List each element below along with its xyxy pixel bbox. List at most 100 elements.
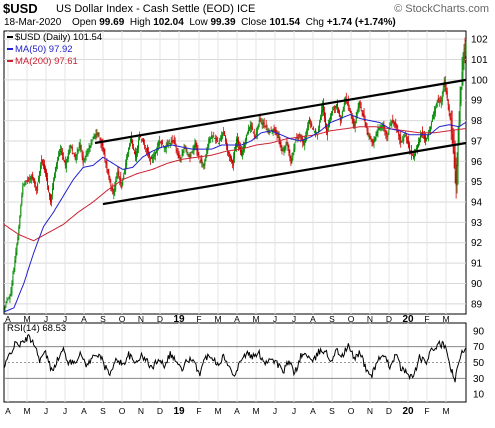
rsi-x-label-0: A [5, 406, 11, 416]
price-candle [175, 143, 177, 154]
price-x-label-23: M [442, 314, 449, 324]
price-candle [291, 152, 293, 164]
brand-watermark: © StockCharts.com [394, 3, 489, 15]
candle-body [247, 129, 249, 134]
candle-body [419, 135, 421, 139]
price-candle [49, 192, 51, 201]
price-candle [144, 144, 146, 153]
candle-body [39, 171, 41, 178]
candle-body [446, 91, 448, 99]
candle-body [26, 181, 28, 183]
candle-body [117, 171, 119, 176]
price-candle [128, 147, 130, 158]
price-candle [452, 127, 454, 154]
candle-body [148, 153, 150, 157]
candle-body [219, 140, 221, 142]
price-candle [346, 101, 348, 106]
price-candle [447, 98, 449, 111]
legend-ma200-swatch [7, 60, 13, 62]
candle-body [394, 121, 396, 126]
candle-body [190, 154, 192, 157]
candle-body [166, 143, 168, 146]
rsi-x-label-23: M [442, 406, 449, 416]
price-candle [174, 137, 176, 147]
price-candle [323, 98, 325, 116]
price-candle [337, 107, 339, 114]
candle-body [186, 152, 188, 153]
price-candle [143, 139, 145, 150]
price-candle [265, 119, 267, 131]
candle-body [229, 154, 231, 157]
price-candle [229, 151, 231, 162]
price-candle [425, 137, 427, 142]
price-candle [382, 122, 384, 131]
candle-body [164, 146, 166, 149]
price-candle [66, 156, 68, 163]
high-label: High [129, 17, 151, 28]
price-candle [282, 147, 284, 152]
candle-body [260, 122, 262, 124]
candle-body [127, 152, 129, 157]
price-candle [70, 145, 72, 149]
candle-body [332, 109, 334, 111]
candle-body [389, 127, 391, 130]
price-candle [430, 120, 432, 130]
candle-body [312, 128, 314, 130]
price-candle [361, 110, 363, 117]
candle-body [81, 151, 83, 157]
candle-body [20, 206, 22, 216]
candle-body [364, 119, 366, 123]
price-candle [230, 153, 232, 163]
price-candle [185, 145, 187, 153]
price-candle [44, 159, 46, 173]
close-label: Close [241, 17, 267, 28]
price-candle [170, 137, 172, 146]
candle-body [60, 151, 62, 153]
price-candle [46, 168, 48, 182]
price-candle [151, 154, 153, 164]
candle-body [240, 150, 242, 156]
candle-body [206, 149, 208, 156]
ohlc-summary: Open 99.69 High 102.04 Low 99.39 Close 1… [72, 17, 396, 28]
price-candle [427, 129, 429, 142]
rsi-x-label-22: F [424, 406, 429, 416]
price-candle [383, 120, 385, 132]
exchange-text: ICE [236, 3, 256, 15]
price-candle [45, 165, 47, 177]
candle-body [143, 144, 145, 146]
candle-body [200, 159, 202, 162]
candle-body [131, 136, 133, 143]
price-candle [82, 151, 84, 167]
candle-body [86, 153, 88, 156]
candle-body [8, 296, 10, 298]
candle-body [383, 125, 385, 128]
price-candle [72, 152, 74, 154]
candle-body [269, 131, 271, 134]
rsi-x-label-20: D [386, 406, 392, 416]
price-candle [437, 94, 439, 104]
candle-body [284, 146, 286, 149]
price-candle [225, 135, 227, 145]
candle-body [261, 123, 263, 125]
candle-body [24, 183, 26, 185]
candle-body [243, 142, 245, 149]
candle-body [450, 117, 452, 126]
price-candle [193, 144, 195, 156]
candle-body [258, 120, 260, 123]
price-candle [135, 147, 137, 162]
candle-body [400, 136, 402, 143]
price-candle [203, 163, 205, 170]
candle-body [135, 151, 137, 158]
price-candle [186, 147, 188, 156]
rsi-x-label-4: A [81, 406, 87, 416]
candle-body [216, 137, 218, 141]
rsi-x-label-17: S [329, 406, 335, 416]
candle-body [246, 132, 248, 134]
price-candle [279, 136, 281, 148]
price-candle [456, 152, 458, 194]
price-candle [322, 100, 324, 117]
price-candle [402, 135, 404, 143]
candle-body [160, 142, 162, 144]
candle-body [109, 176, 111, 182]
chg-label: Chg [305, 17, 324, 28]
